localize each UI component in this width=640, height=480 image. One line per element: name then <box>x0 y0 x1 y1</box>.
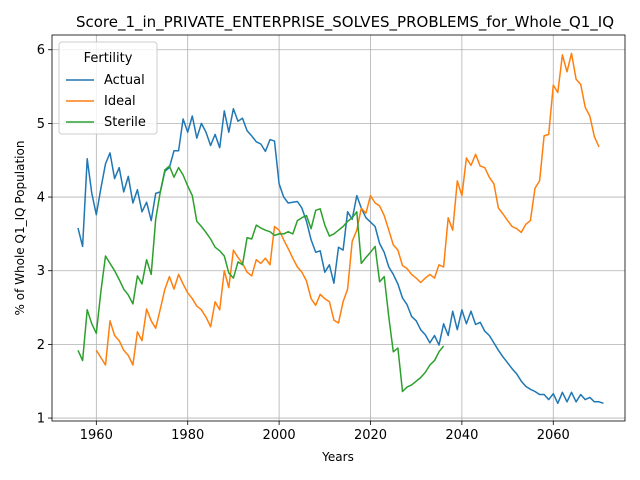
x-tick-label: 2000 <box>263 428 296 443</box>
y-tick-label: 1 <box>37 412 45 427</box>
legend: Fertility Actual Ideal Sterile <box>58 41 158 135</box>
x-tick-label: 2060 <box>537 428 570 443</box>
plot-frame <box>51 34 626 422</box>
y-tick-label: 2 <box>37 338 45 353</box>
y-tick-label: 5 <box>37 117 45 132</box>
x-tick-label: 2040 <box>445 428 478 443</box>
series-line-sterile <box>77 165 445 393</box>
x-tick-label: 1960 <box>80 428 113 443</box>
legend-title: Fertility <box>84 51 133 66</box>
y-tick-label: 6 <box>37 43 45 58</box>
legend-label-actual: Actual <box>104 73 145 88</box>
axis-ticks: 1960 1980 2000 2020 2040 2060 1 2 3 4 5 6 <box>37 43 570 443</box>
x-tick-label: 2020 <box>354 428 387 443</box>
x-axis-label: Years <box>321 450 354 464</box>
series-line-actual <box>77 107 604 405</box>
chart-title: Score_1_in_PRIVATE_ENTERPRISE_SOLVES_PRO… <box>76 13 614 32</box>
series-lines <box>77 52 604 405</box>
legend-box <box>58 41 158 135</box>
legend-label-ideal: Ideal <box>104 94 136 109</box>
y-tick-label: 4 <box>37 191 45 206</box>
legend-label-sterile: Sterile <box>104 115 146 130</box>
y-axis-label: % of Whole Q1_IQ Population <box>13 141 27 316</box>
x-tick-label: 1980 <box>171 428 204 443</box>
y-tick-label: 3 <box>37 264 45 279</box>
series-line-ideal <box>95 52 600 366</box>
grid <box>52 35 625 421</box>
